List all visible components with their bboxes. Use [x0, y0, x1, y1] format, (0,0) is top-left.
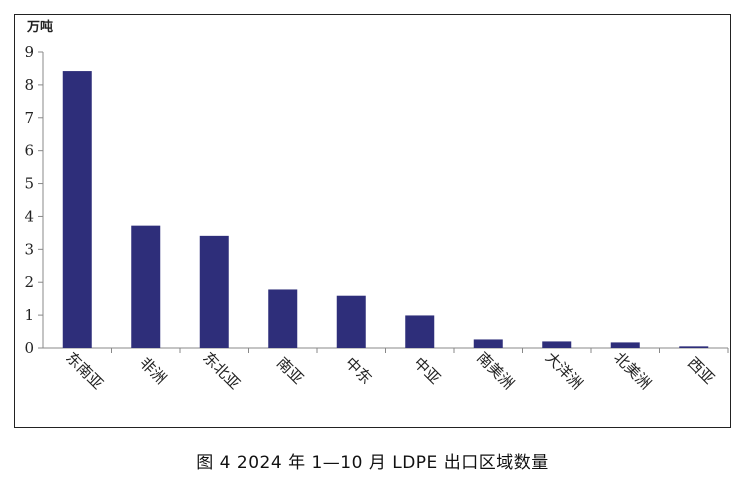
x-category-label: 北美洲	[610, 348, 655, 393]
y-tick-label: 6	[24, 142, 34, 160]
x-category-label: 大洋洲	[542, 348, 587, 393]
bar	[268, 289, 298, 348]
x-category-label: 中东	[342, 354, 376, 388]
x-category-label: 中亚	[410, 354, 444, 388]
x-category-label: 南亚	[273, 354, 307, 388]
y-tick-label: 3	[24, 240, 34, 258]
y-tick-label: 1	[24, 306, 34, 324]
figure-caption: 图 4 2024 年 1—10 月 LDPE 出口区域数量	[196, 453, 549, 473]
bar	[405, 315, 435, 348]
bar	[199, 235, 229, 348]
y-tick-label: 9	[24, 43, 34, 61]
y-axis-unit-label: 万吨	[26, 19, 53, 35]
y-tick-label: 0	[24, 339, 34, 357]
x-category-label: 西亚	[684, 354, 718, 388]
y-tick-label: 5	[24, 175, 34, 193]
bar	[336, 295, 366, 348]
bar	[131, 225, 161, 348]
bar	[62, 71, 92, 348]
bar	[473, 339, 503, 348]
bar	[542, 341, 572, 348]
chart-frame: 万吨 0 1 2 3 4 5 6 7 8 9 东南亚 非洲 东北亚 南亚 中东 中亚 南美洲 大洋洲 北美洲 西亚	[14, 14, 731, 428]
bar-chart: 万吨 0 1 2 3 4 5 6 7 8 9 东南亚 非洲 东北亚 南亚 中东 中亚 南美洲 大洋洲 北美洲 西亚	[24, 19, 729, 393]
bar	[610, 342, 640, 348]
y-tick-label: 2	[24, 273, 34, 291]
x-category-label: 南美洲	[473, 348, 518, 393]
x-category-label: 东南亚	[62, 348, 107, 393]
y-tick-label: 8	[24, 76, 34, 94]
x-category-label: 东北亚	[199, 348, 244, 393]
y-tick-label: 7	[24, 109, 34, 127]
y-tick-label: 4	[24, 207, 34, 225]
bar	[679, 346, 709, 348]
x-category-label: 非洲	[136, 354, 170, 388]
